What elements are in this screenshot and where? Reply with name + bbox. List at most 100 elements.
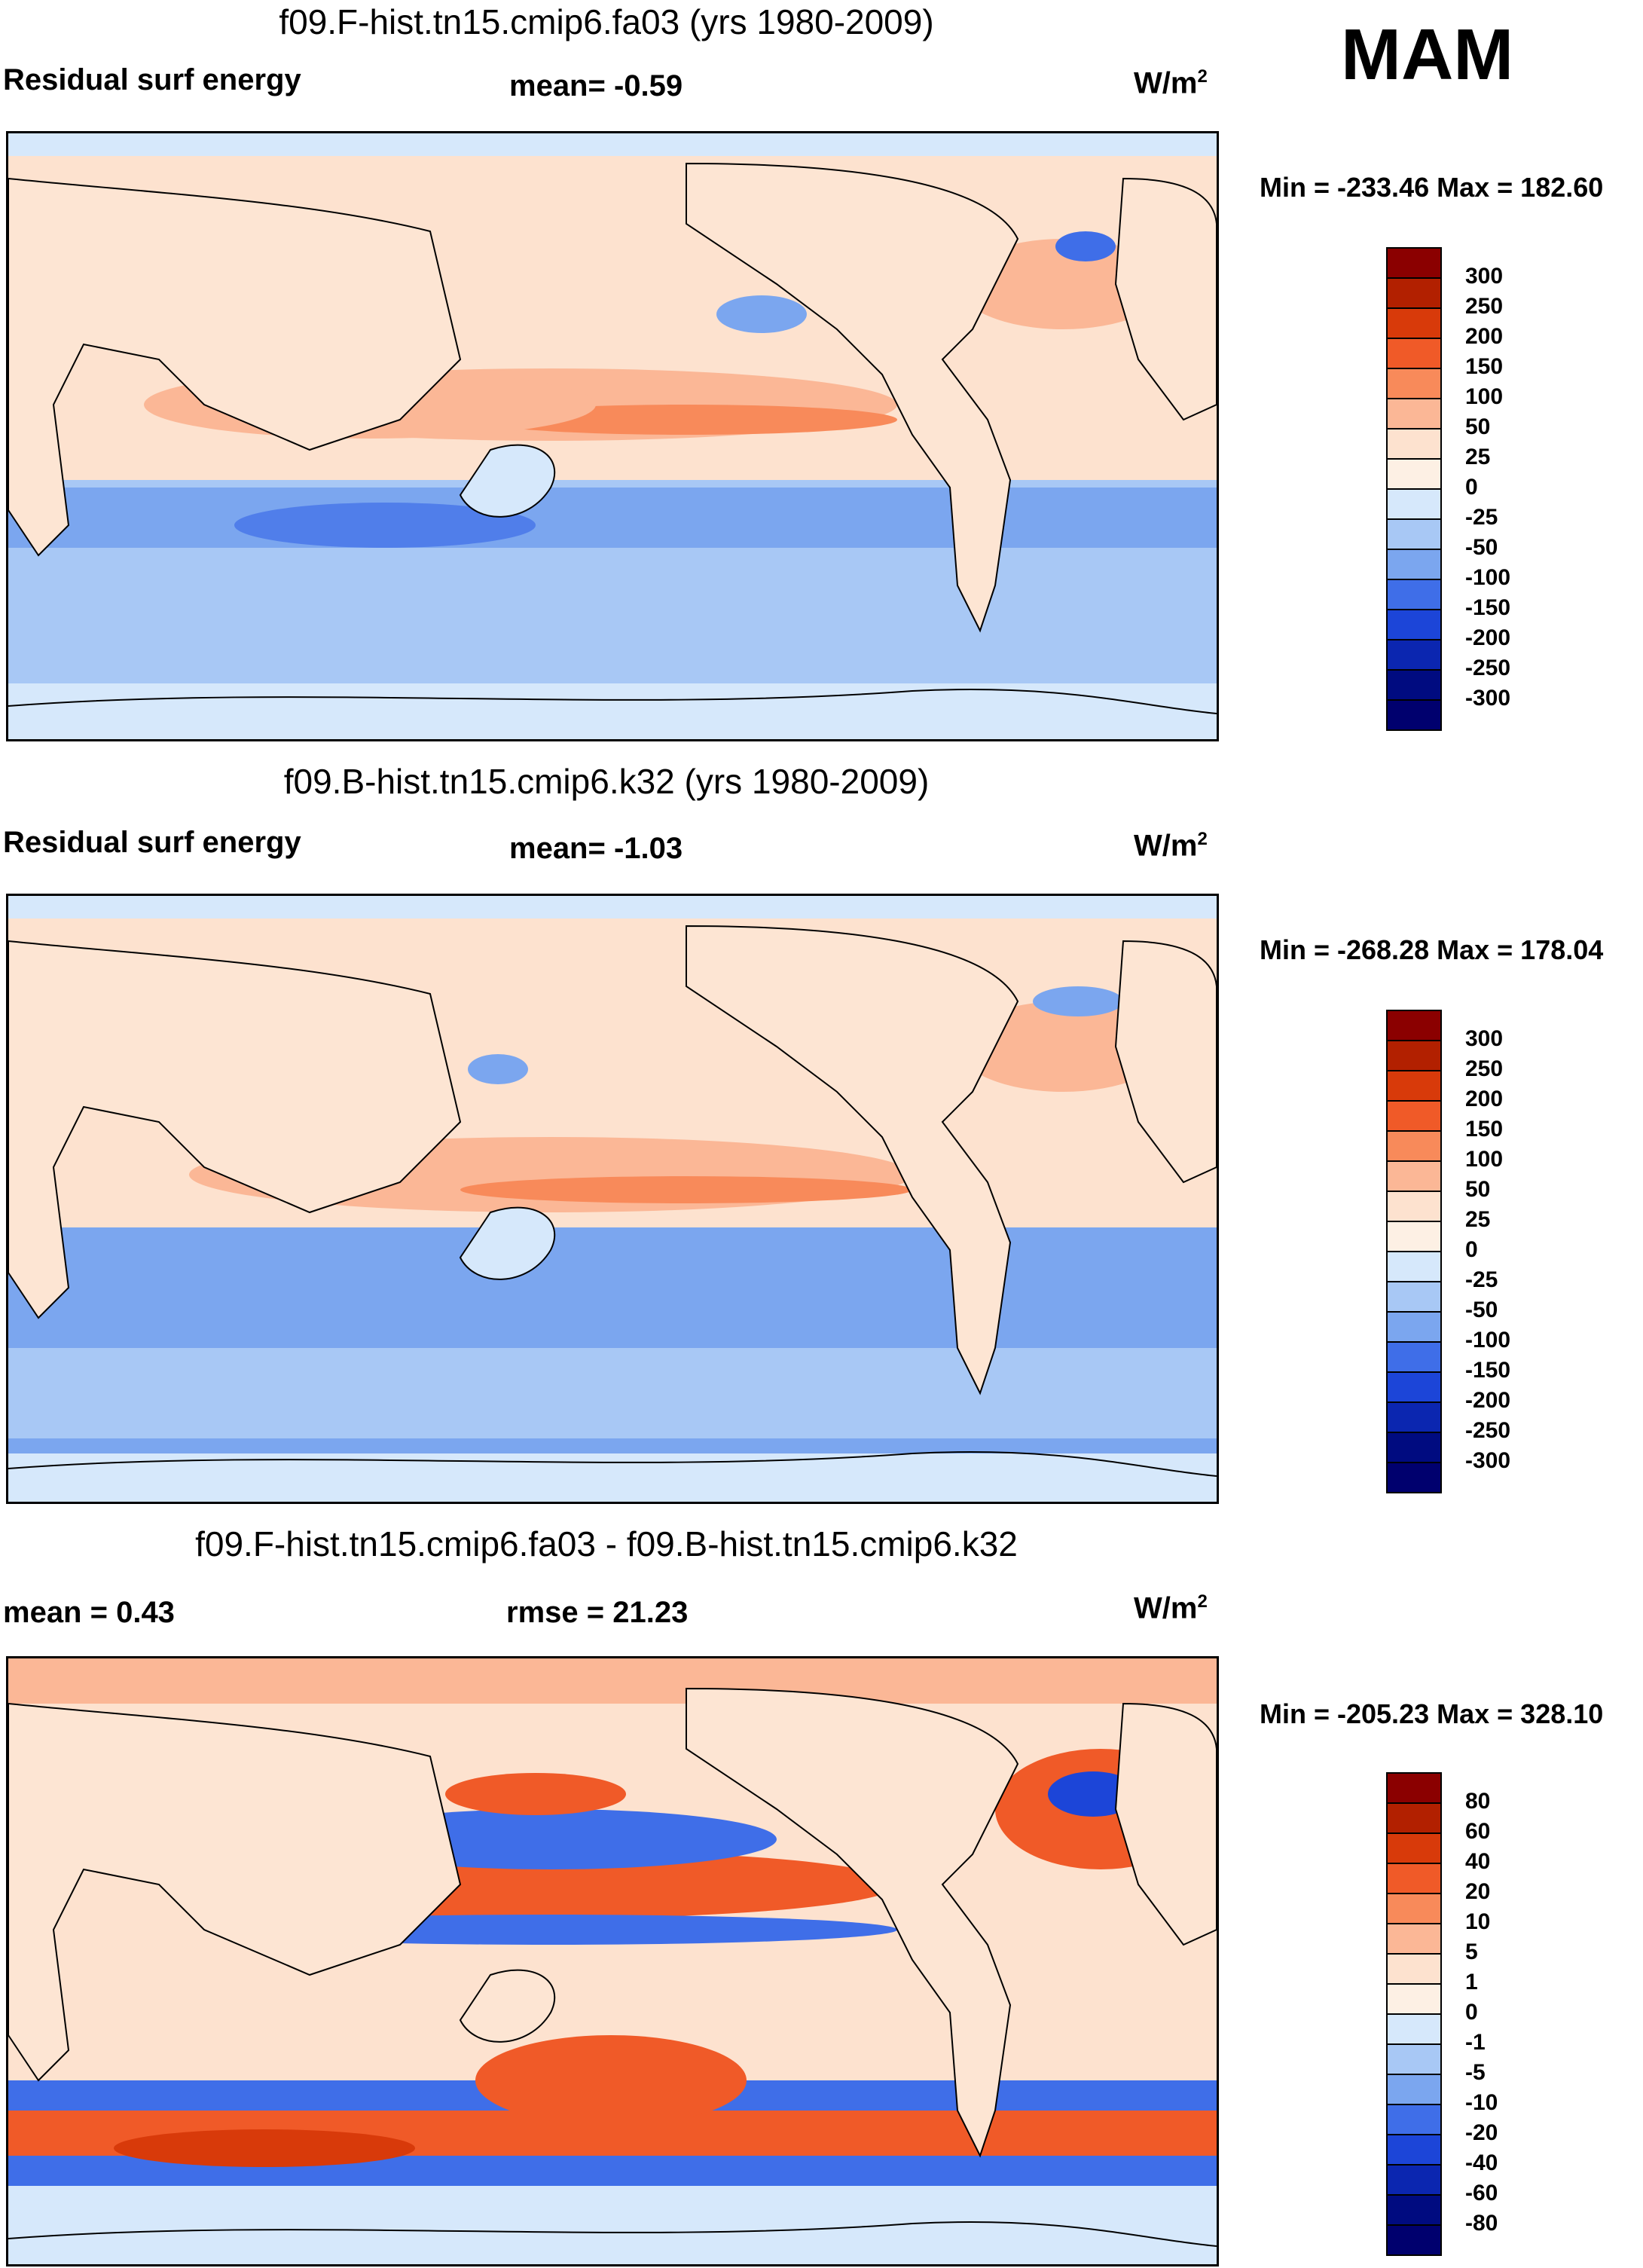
colorbar-cell: [1386, 2164, 1442, 2196]
colorbar-tick-label: 150: [1465, 354, 1504, 379]
panel-1-minmax: Min = -233.46 Max = 182.60: [1260, 172, 1604, 203]
colorbar-tick-label: -80: [1465, 2211, 1498, 2236]
colorbar-cell: [1386, 639, 1442, 671]
panel-2-map: [6, 894, 1219, 1504]
colorbar-tick-label: 250: [1465, 1056, 1504, 1081]
colorbar-cell: [1386, 1341, 1442, 1373]
colorbar-tick-label: 150: [1465, 1117, 1504, 1142]
colorbar-cell: [1386, 579, 1442, 610]
colorbar-tick-label: -200: [1465, 625, 1511, 650]
panel-3-title: f09.F-hist.tn15.cmip6.fa03 - f09.B-hist.…: [195, 1524, 1018, 1563]
panel-3-colorbar: [1386, 1772, 1445, 2256]
panel-1-left-label: Residual surf energy: [3, 63, 301, 96]
colorbar-tick-label: 0: [1465, 1237, 1478, 1262]
colorbar-cell: [1386, 2194, 1442, 2226]
panel-2-mean: mean= -1.03: [509, 832, 683, 865]
colorbar-tick-label: 100: [1465, 1147, 1504, 1172]
colorbar-cell: [1386, 1130, 1442, 1162]
colorbar-cell: [1386, 277, 1442, 309]
colorbar-tick-label: 0: [1465, 475, 1478, 500]
colorbar-tick-label: -40: [1465, 2150, 1498, 2175]
colorbar-tick-label: -300: [1465, 686, 1511, 711]
colorbar-cell: [1386, 1371, 1442, 1403]
colorbar-cell: [1386, 2104, 1442, 2135]
panel-2-colorbar: [1386, 1010, 1445, 1493]
colorbar-cell: [1386, 1772, 1442, 1804]
colorbar-tick-label: 40: [1465, 1849, 1491, 1874]
colorbar-tick-label: -20: [1465, 2120, 1498, 2145]
panel-3-minmax: Min = -205.23 Max = 328.10: [1260, 1698, 1604, 1729]
colorbar-tick-label: -250: [1465, 656, 1511, 680]
colorbar-cell: [1386, 398, 1442, 429]
colorbar-tick-label: -250: [1465, 1418, 1511, 1443]
panel-3-units: W/m2: [1134, 1591, 1208, 1625]
colorbar-tick-label: 200: [1465, 324, 1504, 349]
colorbar-cell: [1386, 1191, 1442, 1222]
panel-3-map: [6, 1656, 1219, 2266]
colorbar-tick-label: -25: [1465, 505, 1498, 530]
colorbar-cell: [1386, 458, 1442, 490]
panel-3-rmse: rmse = 21.23: [506, 1596, 689, 1629]
colorbar-cell: [1386, 247, 1442, 279]
colorbar-tick-label: 1: [1465, 1970, 1478, 1994]
panel-3-mean: mean = 0.43: [3, 1596, 175, 1629]
colorbar-cell: [1386, 1010, 1442, 1041]
colorbar-cell: [1386, 368, 1442, 399]
colorbar-tick-label: 0: [1465, 2000, 1478, 2025]
panel-1-mean: mean= -0.59: [509, 69, 683, 102]
colorbar-tick-label: 25: [1465, 1207, 1491, 1232]
colorbar-cell: [1386, 1953, 1442, 1985]
colorbar-tick-label: 80: [1465, 1789, 1491, 1814]
colorbar-cell: [1386, 699, 1442, 731]
colorbar-tick-label: 200: [1465, 1087, 1504, 1111]
colorbar-cell: [1386, 1832, 1442, 1864]
colorbar-tick-label: -1: [1465, 2030, 1486, 2055]
colorbar-tick-label: -150: [1465, 595, 1511, 620]
colorbar-cell: [1386, 428, 1442, 460]
colorbar-cell: [1386, 1893, 1442, 1924]
colorbar-cell: [1386, 1432, 1442, 1463]
colorbar-cell: [1386, 669, 1442, 701]
colorbar-cell: [1386, 1462, 1442, 1493]
panel-2-left-label: Residual surf energy: [3, 826, 301, 859]
colorbar-cell: [1386, 1923, 1442, 1955]
colorbar-tick-label: -60: [1465, 2181, 1498, 2205]
colorbar-cell: [1386, 488, 1442, 520]
panel-1-title: f09.F-hist.tn15.cmip6.fa03 (yrs 1980-200…: [279, 2, 934, 41]
colorbar-tick-label: -50: [1465, 535, 1498, 560]
colorbar-cell: [1386, 549, 1442, 580]
colorbar-tick-label: 100: [1465, 384, 1504, 409]
colorbar-cell: [1386, 1070, 1442, 1102]
colorbar-cell: [1386, 2013, 1442, 2045]
season-label: MAM: [1341, 14, 1514, 95]
colorbar-tick-label: 10: [1465, 1909, 1491, 1934]
colorbar-cell: [1386, 1281, 1442, 1313]
colorbar-tick-label: 50: [1465, 414, 1491, 439]
colorbar-cell: [1386, 1100, 1442, 1132]
colorbar-tick-label: -300: [1465, 1448, 1511, 1473]
colorbar-tick-label: 5: [1465, 1939, 1478, 1964]
colorbar-tick-label: 50: [1465, 1177, 1491, 1202]
colorbar-cell: [1386, 609, 1442, 640]
colorbar-cell: [1386, 2074, 1442, 2105]
colorbar-tick-label: -150: [1465, 1358, 1511, 1383]
colorbar-cell: [1386, 1221, 1442, 1252]
colorbar-tick-label: 25: [1465, 445, 1491, 469]
colorbar-tick-label: -25: [1465, 1267, 1498, 1292]
colorbar-cell: [1386, 1040, 1442, 1071]
colorbar-tick-label: -50: [1465, 1298, 1498, 1322]
colorbar-cell: [1386, 2134, 1442, 2166]
colorbar-cell: [1386, 1160, 1442, 1192]
colorbar-tick-label: -100: [1465, 565, 1511, 590]
colorbar-tick-label: -5: [1465, 2060, 1486, 2085]
colorbar-cell: [1386, 1802, 1442, 1834]
colorbar-tick-label: -200: [1465, 1388, 1511, 1413]
colorbar-cell: [1386, 1251, 1442, 1282]
colorbar-cell: [1386, 307, 1442, 339]
panel-1-units: W/m2: [1134, 66, 1208, 100]
colorbar-tick-label: 60: [1465, 1819, 1491, 1844]
colorbar-tick-label: -10: [1465, 2090, 1498, 2115]
colorbar-tick-label: 250: [1465, 294, 1504, 319]
colorbar-cell: [1386, 1311, 1442, 1343]
colorbar-tick-label: -100: [1465, 1328, 1511, 1353]
